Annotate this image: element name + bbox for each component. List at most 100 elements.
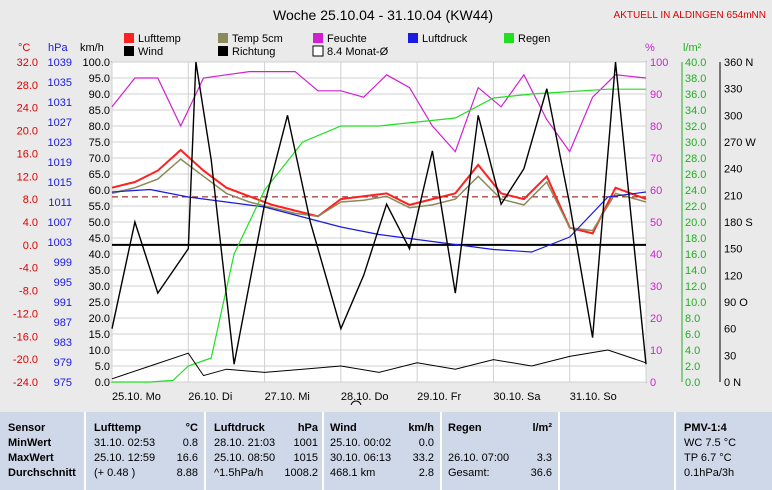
col-wind: Wind km/h 25.10. 00:02 0.0 30.10. 06:13 … — [324, 412, 440, 490]
legend: Lufttemp Wind Temp 5cm Richtung Feuchte … — [124, 33, 550, 58]
lufttemp-max-time: 25.10. 12:59 — [94, 452, 156, 464]
direction-tick-label: 150 — [724, 244, 742, 256]
legend-luftdruck: Luftdruck — [422, 33, 468, 45]
humidity-tick-label: 10 — [650, 345, 662, 357]
legend-swatch-feuchte — [313, 33, 323, 43]
separator — [440, 412, 442, 490]
rain-tick-label: 18.0 — [685, 233, 706, 245]
regen-total-label: Gesamt: — [448, 467, 490, 479]
sensor-max: MaxWert — [8, 452, 54, 464]
wind-tick-label: 80.0 — [89, 121, 110, 133]
direction-tick-label: 300 — [724, 110, 742, 122]
rain-tick-label: 6.0 — [685, 329, 700, 341]
legend-swatch-regen — [504, 33, 514, 43]
series-regen — [112, 88, 646, 383]
chart-title: Woche 25.10.04 - 31.10.04 (KW44) — [273, 7, 493, 23]
pressure-tick-label: 1023 — [48, 137, 72, 149]
legend-swatch-luftdruck — [408, 33, 418, 43]
rain-tick-label: 8.0 — [685, 313, 700, 325]
luftdruck-max-time: 25.10. 08:50 — [214, 452, 276, 464]
pressure-tick-label: 987 — [54, 317, 72, 329]
series-luftdruck — [111, 188, 647, 253]
humidity-tick-label: 40 — [650, 249, 662, 261]
lufttemp-header: Lufttemp — [94, 422, 142, 434]
wind-tick-label: 50.0 — [89, 217, 110, 229]
legend-swatch-richtung — [218, 46, 228, 56]
live-label: AKTUELL IN ALDINGEN 654mNN — [614, 10, 766, 21]
legend-monat: 8.4 Monat-Ø — [327, 46, 389, 58]
direction-tick-label: 240 — [724, 164, 742, 176]
unit-temp: °C — [18, 42, 30, 54]
wind-tick-label: 70.0 — [89, 153, 110, 165]
direction-tick-label: 30 — [724, 350, 736, 362]
rain-tick-label: 4.0 — [685, 345, 700, 357]
lufttemp-avg-extra: (+ 0.48 ) — [94, 467, 136, 479]
direction-tick-label: 60 — [724, 324, 736, 336]
wind-min-time: 25.10. 00:02 — [330, 437, 392, 449]
temp-tick-label: 16.0 — [17, 148, 38, 160]
rain-tick-label: 20.0 — [685, 217, 706, 229]
legend-lufttemp: Lufttemp — [138, 33, 181, 45]
x-day-label: 25.10. Mo — [112, 391, 161, 403]
temp-tick-label: 32.0 — [17, 57, 38, 69]
humidity-tick-label: 30 — [650, 281, 662, 293]
wind-tick-label: 10.0 — [89, 345, 110, 357]
wind-tick-label: 0.0 — [95, 377, 110, 389]
x-day-label: 27.10. Mi — [265, 391, 310, 403]
pressure-tick-label: 1011 — [48, 197, 72, 209]
unit-pressure: hPa — [48, 42, 68, 54]
pressure-tick-label: 1039 — [48, 57, 72, 69]
luftdruck-trend: ^1.5hPa/h — [214, 467, 264, 479]
wind-tick-label: 55.0 — [89, 201, 110, 213]
luftdruck-unit: hPa — [297, 422, 318, 434]
rain-tick-label: 2.0 — [685, 361, 700, 373]
rain-tick-label: 36.0 — [685, 89, 706, 101]
direction-tick-label: 210 — [724, 190, 742, 202]
rain-tick-label: 34.0 — [685, 105, 706, 117]
separator — [558, 412, 560, 490]
wind-tick-label: 20.0 — [89, 313, 110, 325]
separator — [84, 412, 86, 490]
humidity-tick-label: 100 — [650, 57, 668, 69]
col-sensor: Sensor MinWert MaxWert Durchschnitt — [0, 412, 78, 490]
rain-tick-label: 40.0 — [685, 57, 706, 69]
sensor-min: MinWert — [8, 437, 52, 449]
rain-tick-label: 12.0 — [685, 281, 706, 293]
pressure-tick-label: 1031 — [48, 97, 72, 109]
luftdruck-header: Luftdruck — [214, 422, 265, 434]
pressure-tick-label: 1003 — [48, 237, 72, 249]
rain-tick-label: 30.0 — [685, 137, 706, 149]
temp-tick-label: -16.0 — [13, 331, 38, 343]
direction-tick-label: 360 N — [724, 57, 753, 69]
wind-tick-label: 65.0 — [89, 169, 110, 181]
x-day-label: 28.10. Do — [341, 391, 389, 403]
wind-tick-label: 60.0 — [89, 185, 110, 197]
humidity-tick-label: 50 — [650, 217, 662, 229]
wind-tick-label: 75.0 — [89, 137, 110, 149]
wind-tick-label: 5.0 — [95, 361, 110, 373]
lufttemp-max-val: 16.6 — [176, 452, 198, 464]
temp-tick-label: -12.0 — [13, 308, 38, 320]
pressure-tick-label: 991 — [54, 297, 72, 309]
stats-table: Sensor MinWert MaxWert Durchschnitt Luft… — [0, 412, 772, 490]
pmv-trend: 0.1hPa/3h — [684, 467, 735, 479]
humidity-tick-label: 0 — [650, 377, 656, 389]
rain-tick-label: 10.0 — [685, 297, 706, 309]
wind-header: Wind — [330, 422, 357, 434]
pressure-tick-label: 983 — [54, 337, 72, 349]
unit-wind: km/h — [80, 42, 104, 54]
series-temp-5cm — [111, 158, 647, 232]
pressure-tick-label: 979 — [54, 357, 72, 369]
x-day-label: 29.10. Fr — [417, 391, 461, 403]
regen-max-time: 26.10. 07:00 — [448, 452, 510, 464]
legend-wind: Wind — [138, 46, 163, 58]
humidity-tick-label: 80 — [650, 121, 662, 133]
humidity-tick-label: 60 — [650, 185, 662, 197]
wind-tick-label: 35.0 — [89, 265, 110, 277]
rain-tick-label: 0.0 — [685, 377, 700, 389]
x-day-label: 30.10. Sa — [493, 391, 541, 403]
wind-tick-label: 45.0 — [89, 233, 110, 245]
luftdruck-min-val: 1001 — [293, 437, 318, 449]
pressure-tick-label: 995 — [54, 277, 72, 289]
temp-tick-label: 8.0 — [23, 194, 38, 206]
